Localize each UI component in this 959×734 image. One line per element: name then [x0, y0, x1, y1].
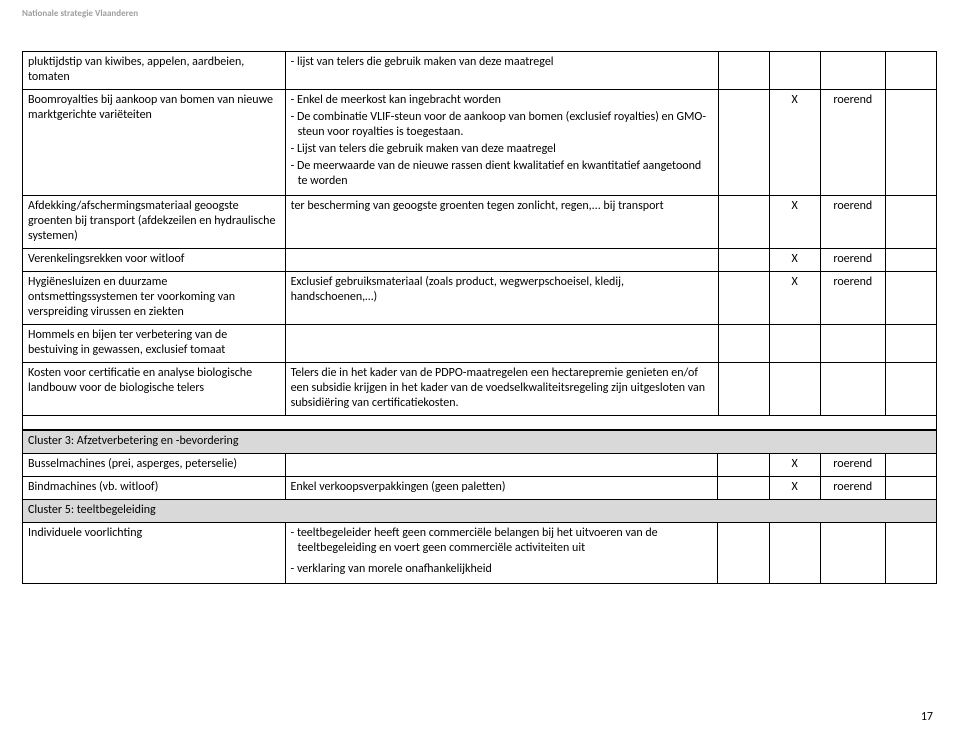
page-number: 17: [921, 710, 933, 724]
table-row: Boomroyalties bij aankoop van bomen van …: [23, 90, 937, 196]
table-row: Hygiënesluizen en duurzame ontsmettingss…: [23, 272, 937, 325]
cell-c1: Bindmachines (vb. witloof): [23, 477, 286, 500]
cell-c3: [718, 325, 769, 363]
cell-c6: [885, 90, 936, 196]
list-item: Lijst van telers die gebruik maken van d…: [291, 142, 713, 157]
cell-c4: [769, 325, 820, 363]
cell-c3: [718, 196, 769, 249]
cell-c1: Kosten voor certificatie en analyse biol…: [23, 363, 286, 416]
cell-c3: [718, 523, 769, 584]
cell-c4: [769, 523, 820, 584]
cell-c5: [820, 523, 885, 584]
main-table-2: Cluster 3: Afzetverbetering en -bevorder…: [22, 430, 937, 584]
cell-c5: roerend: [820, 90, 885, 196]
table-row: Afdekking/afschermingsmateriaal geoogste…: [23, 196, 937, 249]
list-item: verklaring van morele onafhankelijkheid: [291, 562, 713, 577]
cell-c5: roerend: [820, 272, 885, 325]
cell-c3: [718, 477, 769, 500]
cell-c4: X: [769, 454, 820, 477]
cell-c6: [885, 325, 936, 363]
cell-c4: X: [769, 249, 820, 272]
cell-c5: roerend: [820, 196, 885, 249]
cell-c6: [885, 454, 936, 477]
cell-c2: Telers die in het kader van de PDPO-maat…: [285, 363, 718, 416]
cell-c2: Exclusief gebruiksmateriaal (zoals produ…: [285, 272, 718, 325]
cell-c6: [885, 363, 936, 416]
table-row: Bindmachines (vb. witloof) Enkel verkoop…: [23, 477, 937, 500]
dash-list: teeltbegeleider heeft geen commerciële b…: [291, 526, 713, 577]
cell-c2: teeltbegeleider heeft geen commerciële b…: [285, 523, 718, 584]
cell-c6: [885, 52, 936, 90]
cell-c4: X: [769, 90, 820, 196]
cell-c1: pluktijdstip van kiwibes, appelen, aardb…: [23, 52, 286, 90]
page: Nationale strategie Vlaanderen pluktijds…: [0, 0, 959, 734]
table-row: Hommels en bijen ter verbetering van de …: [23, 325, 937, 363]
cell-c1: Individuele voorlichting: [23, 523, 286, 584]
cell-c4: X: [769, 196, 820, 249]
cell-c1: Busselmachines (prei, asperges, petersel…: [23, 454, 286, 477]
cell-c3: [718, 272, 769, 325]
cell-c2: Enkel verkoopsverpakkingen (geen palette…: [285, 477, 718, 500]
cell-c6: [885, 477, 936, 500]
cluster5-header-row: Cluster 5: teeltbegeleiding: [23, 500, 937, 523]
table-row: Kosten voor certificatie en analyse biol…: [23, 363, 937, 416]
cell-c4: X: [769, 272, 820, 325]
cluster3-header: Cluster 3: Afzetverbetering en -bevorder…: [23, 431, 937, 454]
list-item: De combinatie VLIF-steun voor de aankoop…: [291, 110, 713, 140]
cell-c5: roerend: [820, 477, 885, 500]
cell-c1: Hommels en bijen ter verbetering van de …: [23, 325, 286, 363]
document-header: Nationale strategie Vlaanderen: [22, 8, 937, 19]
cluster5-header: Cluster 5: teeltbegeleiding: [23, 500, 937, 523]
cell-c3: [718, 454, 769, 477]
cell-c2: [285, 249, 718, 272]
table-row: pluktijdstip van kiwibes, appelen, aardb…: [23, 52, 937, 90]
main-table-1: pluktijdstip van kiwibes, appelen, aardb…: [22, 51, 937, 430]
cell-c3: [718, 363, 769, 416]
list-item: Enkel de meerkost kan ingebracht worden: [291, 93, 713, 108]
cell-c5: roerend: [820, 249, 885, 272]
cell-c3: [718, 52, 769, 90]
cell-c4: X: [769, 477, 820, 500]
cell-c6: [885, 249, 936, 272]
cell-c3: [718, 249, 769, 272]
list-item: De meerwaarde van de nieuwe rassen dient…: [291, 159, 713, 189]
table-spacer: [23, 416, 937, 430]
cell-c2: Enkel de meerkost kan ingebracht worden …: [285, 90, 718, 196]
cell-c2: ter bescherming van geoogste groenten te…: [285, 196, 718, 249]
cell-c5: [820, 325, 885, 363]
cell-c6: [885, 272, 936, 325]
cell-c1: Boomroyalties bij aankoop van bomen van …: [23, 90, 286, 196]
cell-c5: roerend: [820, 454, 885, 477]
cell-c3: [718, 90, 769, 196]
cluster3-header-row: Cluster 3: Afzetverbetering en -bevorder…: [23, 431, 937, 454]
cell-c5: [820, 363, 885, 416]
table-row: Busselmachines (prei, asperges, petersel…: [23, 454, 937, 477]
dash-list: Enkel de meerkost kan ingebracht worden …: [291, 93, 713, 189]
cell-c6: [885, 523, 936, 584]
cell-c1: Verenkelingsrekken voor witloof: [23, 249, 286, 272]
cell-c2: [285, 454, 718, 477]
cell-c1: Afdekking/afschermingsmateriaal geoogste…: [23, 196, 286, 249]
cell-c4: [769, 363, 820, 416]
cell-c2: [285, 325, 718, 363]
cell-c1: Hygiënesluizen en duurzame ontsmettingss…: [23, 272, 286, 325]
cell-c6: [885, 196, 936, 249]
cell-c2: - lijst van telers die gebruik maken van…: [285, 52, 718, 90]
list-item: teeltbegeleider heeft geen commerciële b…: [291, 526, 713, 556]
table-row: Verenkelingsrekken voor witloof X roeren…: [23, 249, 937, 272]
cell-c4: [769, 52, 820, 90]
table-row: Individuele voorlichting teeltbegeleider…: [23, 523, 937, 584]
cell-c5: [820, 52, 885, 90]
